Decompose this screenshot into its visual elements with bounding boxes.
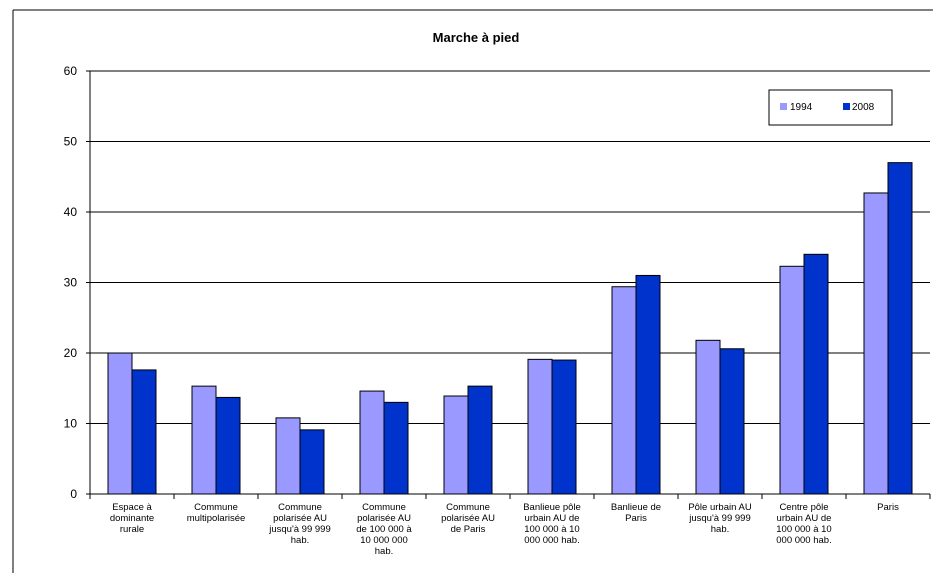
bar-1994-5: [443, 395, 469, 495]
y-tick-label: 20: [64, 346, 78, 360]
x-tick-label: Pôle urbain AU jusqu'à 99 999 hab.: [688, 502, 752, 535]
x-tick-label: Paris: [877, 502, 899, 513]
bar-2008-2: [215, 396, 241, 495]
bar-1994-7: [611, 286, 637, 495]
x-tick-label: Commune polarisée AU de Paris: [441, 502, 495, 535]
x-tick-label: Centre pôle urbain AU de 100 000 à 10 000 0…: [776, 502, 831, 546]
y-tick-label: 50: [64, 135, 78, 149]
x-tick-label: Espace à dominante rurale: [110, 502, 154, 535]
x-tick-label: Banlieue pôle urbain AU de 100 000 à 10 000…: [523, 502, 581, 546]
y-tick-labels: 0 10 20 30 40 50 60: [64, 64, 90, 501]
bar-2008-9: [803, 253, 829, 495]
y-tick-label: 0: [70, 487, 77, 501]
bar-2008-8: [719, 348, 745, 495]
bar-2008-10: [887, 162, 913, 495]
bar-1994-9: [779, 265, 805, 495]
bar-2008-3: [299, 429, 325, 495]
bar-2008-6: [551, 359, 577, 495]
bar-2008-5: [467, 385, 493, 495]
bars: [107, 162, 913, 495]
legend-box: [768, 89, 893, 126]
y-tick-label: 30: [64, 276, 78, 290]
bar-1994-2: [191, 385, 217, 495]
legend-label-2008: 2008: [852, 102, 875, 113]
chart-title: Marche à pied: [433, 30, 520, 45]
legend: 1994 2008: [768, 89, 893, 126]
x-tick-label: Commune polarisée AU de 100 000 à 10 000 00…: [356, 502, 412, 557]
x-tick-label: Commune multipolarisée: [187, 502, 246, 524]
legend-swatch-2008: [843, 103, 850, 110]
bar-1994-3: [275, 417, 301, 495]
legend-label-1994: 1994: [790, 102, 813, 113]
y-tick-label: 40: [64, 205, 78, 219]
bar-1994-10: [863, 192, 889, 495]
x-tick-label: Commune polarisée AU jusqu'à 99 999 hab.: [268, 502, 331, 546]
y-tick-label: 60: [64, 64, 78, 78]
bar-1994-4: [359, 390, 385, 495]
bar-1994-1: [107, 352, 133, 495]
bar-2008-7: [635, 274, 661, 495]
bar-1994-8: [695, 339, 721, 495]
bar-2008-1: [131, 369, 157, 495]
y-tick-label: 10: [64, 417, 78, 431]
bar-1994-6: [527, 358, 553, 495]
legend-swatch-1994: [780, 103, 787, 110]
x-tick-labels: Espace à dominante rurale Commune multipolar…: [110, 502, 899, 557]
bar-2008-4: [383, 401, 409, 495]
x-tick-label: Banlieue de Paris: [611, 502, 661, 524]
